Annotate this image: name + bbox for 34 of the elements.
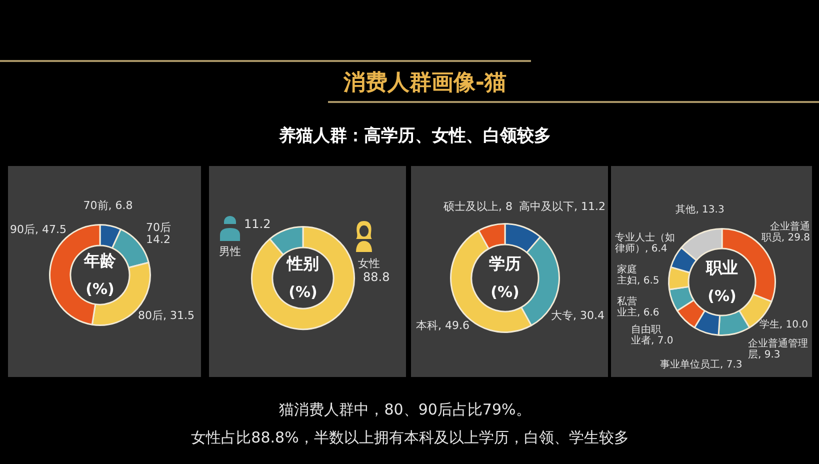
data-label: 14.2	[146, 232, 170, 246]
slice-label: 高中及以下, 11.2	[519, 200, 606, 213]
slice-label: 80后, 31.5	[138, 308, 194, 322]
text: (%)	[490, 282, 520, 301]
slice-label: 70后	[146, 220, 171, 234]
text: 消费人群画像-猫	[343, 70, 507, 96]
text: (%)	[86, 280, 114, 298]
slice-label: 企业普通职员, 29.8	[761, 220, 810, 244]
slice-label: 企业普通管理层, 9.3	[748, 338, 808, 361]
slice-label: 专业人士（如律师）, 6.4	[615, 232, 675, 255]
text: 养猫人群：高学历、女性、白领较多	[279, 126, 551, 147]
text: 年龄	[83, 251, 117, 270]
data-label: 88.8	[363, 270, 390, 284]
text: 学历	[489, 254, 521, 274]
slice-label: 学生, 10.0	[759, 318, 808, 331]
slice-label: 本科, 49.6	[416, 318, 470, 332]
slice-label: 私营业主, 6.6	[617, 296, 660, 319]
slice-label: 硕士及以上, 8	[442, 200, 512, 213]
text: (%)	[288, 282, 318, 301]
text: 女性占比88.8%，半数以上拥有本科及以上学历，白领、学生较多	[191, 428, 629, 447]
slice-label: 家庭主妇, 6.5	[617, 264, 660, 287]
text: (%)	[708, 286, 736, 305]
slice-label: 自由职业者, 7.0	[631, 324, 674, 347]
text: 性别	[286, 254, 319, 274]
text: 职业	[705, 258, 738, 278]
slice-label: 事业单位员工, 7.3	[660, 358, 742, 371]
slice-label: 70前, 6.8	[83, 198, 133, 212]
text: 猫消费人群中，80、90后占比79%。	[279, 400, 531, 419]
slice-label: 90后, 47.5	[10, 222, 66, 236]
legend-label: 男性	[219, 244, 241, 258]
legend-label: 女性	[358, 256, 380, 270]
data-label: 11.2	[244, 217, 271, 232]
slice-label: 大专, 30.4	[551, 308, 604, 322]
slice-label: 其他, 13.3	[676, 204, 724, 216]
